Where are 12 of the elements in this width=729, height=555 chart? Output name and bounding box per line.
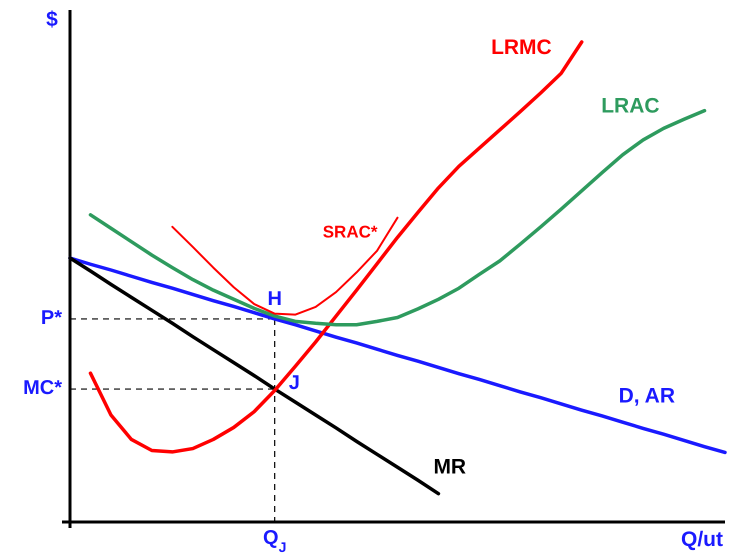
annotation: H xyxy=(267,288,282,310)
annotation: J xyxy=(288,372,300,394)
annotation: MC* xyxy=(23,377,62,400)
x-axis-title: Q/ut xyxy=(681,528,723,551)
text: Q$_{J}$ xyxy=(263,527,286,555)
annotation: P* xyxy=(40,306,62,329)
series-label: SRAC* xyxy=(322,222,378,242)
y-axis-title: $ xyxy=(46,8,58,31)
series-label: LRAC xyxy=(601,94,660,118)
series-label: LRMC xyxy=(491,36,552,59)
series-label: D, AR xyxy=(618,384,675,408)
series-label: MR xyxy=(433,456,466,479)
